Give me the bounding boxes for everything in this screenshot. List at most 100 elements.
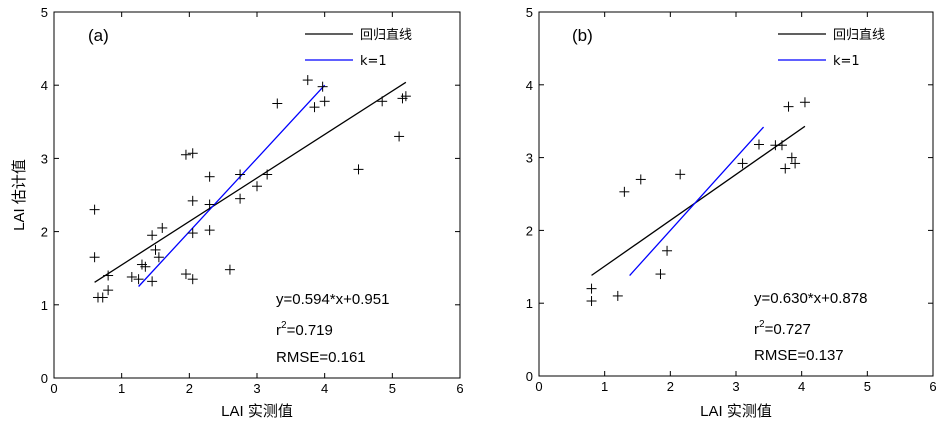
- data-point-b: [655, 269, 666, 280]
- data-point-a: [400, 91, 411, 102]
- equation-b: y=0.630*x+0.878: [754, 290, 867, 307]
- data-point-a: [204, 171, 215, 182]
- data-point-a: [394, 131, 405, 142]
- data-point-a: [187, 274, 198, 285]
- axis-ticks-b: 0 1 2 3 4 5 6 0 1 2 3 4 5: [526, 5, 937, 394]
- x-tick-label-b: 4: [798, 379, 805, 394]
- panel-a: 0 1 2 3 4 5 6 0 1 2 3 4 5 (a) 回归直线 k=1 y=0.594*x+0.9…: [11, 5, 464, 420]
- data-point-b: [753, 139, 764, 150]
- x-tick-label-b: 6: [929, 379, 936, 394]
- x-axis-label-a: LAI 实测值: [221, 403, 293, 420]
- y-tick-label-b: 5: [526, 5, 533, 20]
- y-tick-label-b: 0: [526, 369, 533, 384]
- data-point-a: [153, 252, 164, 263]
- data-point-b: [776, 140, 787, 151]
- y-tick-label-b: 3: [526, 151, 533, 166]
- data-point-a: [187, 195, 198, 206]
- legend-label-k1-b: k=1: [833, 54, 860, 69]
- data-point-b: [780, 163, 791, 174]
- panel-label-b: (b): [572, 26, 593, 45]
- y-tick-label-a: 2: [41, 225, 48, 240]
- data-marks-a: [89, 75, 411, 303]
- panel-label-a: (a): [88, 26, 109, 45]
- legend-b: 回归直线 k=1: [778, 28, 885, 69]
- data-point-a: [272, 98, 283, 109]
- y-tick-label-a: 4: [41, 78, 48, 93]
- legend-a: 回归直线 k=1: [305, 28, 412, 69]
- panel-b: 0 1 2 3 4 5 6 0 1 2 3 4 5 (b) 回归直线 k=1 y=0.630*x+0.8…: [526, 5, 937, 420]
- x-tick-label-a: 0: [50, 381, 57, 396]
- data-point-a: [262, 169, 273, 180]
- data-point-a: [147, 276, 158, 287]
- data-point-a: [133, 274, 144, 285]
- data-point-b: [737, 158, 748, 169]
- x-tick-label-a: 2: [186, 381, 193, 396]
- y-tick-label-b: 1: [526, 296, 533, 311]
- x-tick-label-a: 4: [321, 381, 328, 396]
- data-point-a: [150, 244, 161, 255]
- plot-frame-a: [53, 11, 461, 379]
- y-tick-label-a: 5: [41, 5, 48, 20]
- data-point-a: [224, 264, 235, 275]
- data-point-b: [586, 296, 597, 307]
- data-point-a: [319, 96, 330, 107]
- data-point-a: [180, 269, 191, 280]
- rmse-b: RMSE=0.137: [754, 347, 844, 364]
- data-point-b: [662, 245, 673, 256]
- data-point-a: [103, 270, 114, 281]
- plot-frame-b: [538, 11, 934, 377]
- data-point-a: [140, 261, 151, 272]
- y-tick-label-b: 2: [526, 223, 533, 238]
- data-point-b: [783, 101, 794, 112]
- data-point-b: [612, 290, 623, 301]
- data-point-a: [204, 199, 215, 210]
- x-tick-label-a: 5: [389, 381, 396, 396]
- x-tick-label-a: 3: [253, 381, 260, 396]
- r-squared-a: r2=0.719: [276, 320, 333, 339]
- y-tick-label-a: 1: [41, 298, 48, 313]
- x-tick-label-b: 3: [732, 379, 739, 394]
- data-point-a: [204, 225, 215, 236]
- data-point-b: [790, 158, 801, 169]
- x-tick-label-b: 0: [535, 379, 542, 394]
- data-point-b: [619, 186, 630, 197]
- data-point-a: [235, 193, 246, 204]
- r-squared-b: r2=0.727: [754, 319, 811, 338]
- data-point-b: [799, 97, 810, 108]
- data-point-a: [309, 102, 320, 113]
- k1-line-a: [138, 84, 326, 287]
- regression-line-a: [94, 81, 407, 283]
- data-marks-b: [586, 97, 810, 307]
- data-point-a: [302, 75, 313, 86]
- data-point-a: [157, 222, 168, 233]
- data-point-a: [235, 169, 246, 180]
- data-point-a: [180, 149, 191, 160]
- data-point-a: [317, 81, 328, 92]
- legend-label-k1-a: k=1: [360, 54, 387, 69]
- rmse-a: RMSE=0.161: [276, 349, 366, 366]
- data-point-b: [675, 169, 686, 180]
- data-point-a: [147, 230, 158, 241]
- x-tick-label-a: 6: [456, 381, 463, 396]
- x-axis-label-b: LAI 实测值: [700, 403, 772, 420]
- data-point-b: [635, 174, 646, 185]
- y-axis-label-a: LAI 估计值: [11, 159, 28, 231]
- x-tick-label-a: 1: [118, 381, 125, 396]
- data-point-a: [187, 228, 198, 239]
- axis-ticks-a: 0 1 2 3 4 5 6 0 1 2 3 4 5: [41, 5, 464, 396]
- data-point-a: [126, 271, 137, 282]
- data-point-a: [89, 252, 100, 263]
- y-tick-label-b: 4: [526, 78, 533, 93]
- data-point-a: [187, 148, 198, 159]
- data-point-a: [377, 96, 388, 107]
- data-point-a: [252, 181, 262, 192]
- data-point-b: [586, 283, 597, 294]
- regression-line-b: [591, 125, 806, 276]
- y-tick-label-a: 3: [41, 151, 48, 166]
- data-point-a: [89, 204, 100, 215]
- data-point-a: [103, 285, 114, 296]
- x-tick-label-b: 1: [601, 379, 608, 394]
- x-tick-label-b: 5: [864, 379, 871, 394]
- data-point-a: [353, 164, 364, 175]
- legend-label-regression-b: 回归直线: [833, 28, 885, 43]
